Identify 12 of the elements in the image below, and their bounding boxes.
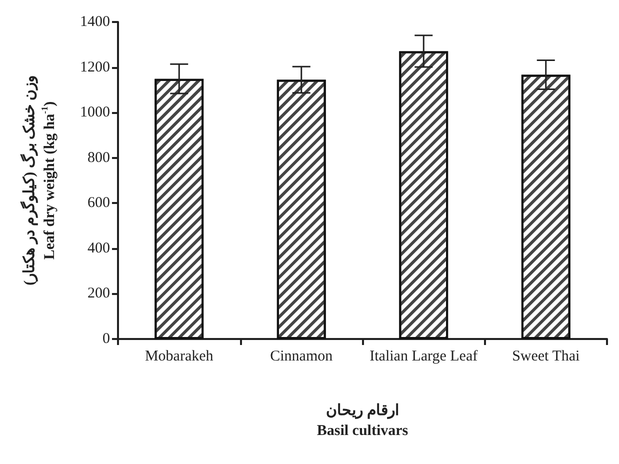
y-tick-label: 1200 <box>80 59 110 76</box>
y-tick-label: 400 <box>88 240 110 256</box>
x-tick-label: Italian Large Leaf <box>370 348 478 364</box>
y-tick-label: 200 <box>88 286 110 302</box>
y-tick-label: 800 <box>88 150 110 166</box>
y-tick-label: 0 <box>102 331 110 347</box>
y-tick-label: 1400 <box>80 14 110 30</box>
y-tick-label: 1000 <box>80 104 110 121</box>
x-tick-label: Mobarakeh <box>144 348 214 364</box>
x-tick-label: Sweet Thai <box>512 348 580 364</box>
y-tick-label: 600 <box>88 195 110 212</box>
x-tick-label: Cinnamon <box>270 348 334 364</box>
